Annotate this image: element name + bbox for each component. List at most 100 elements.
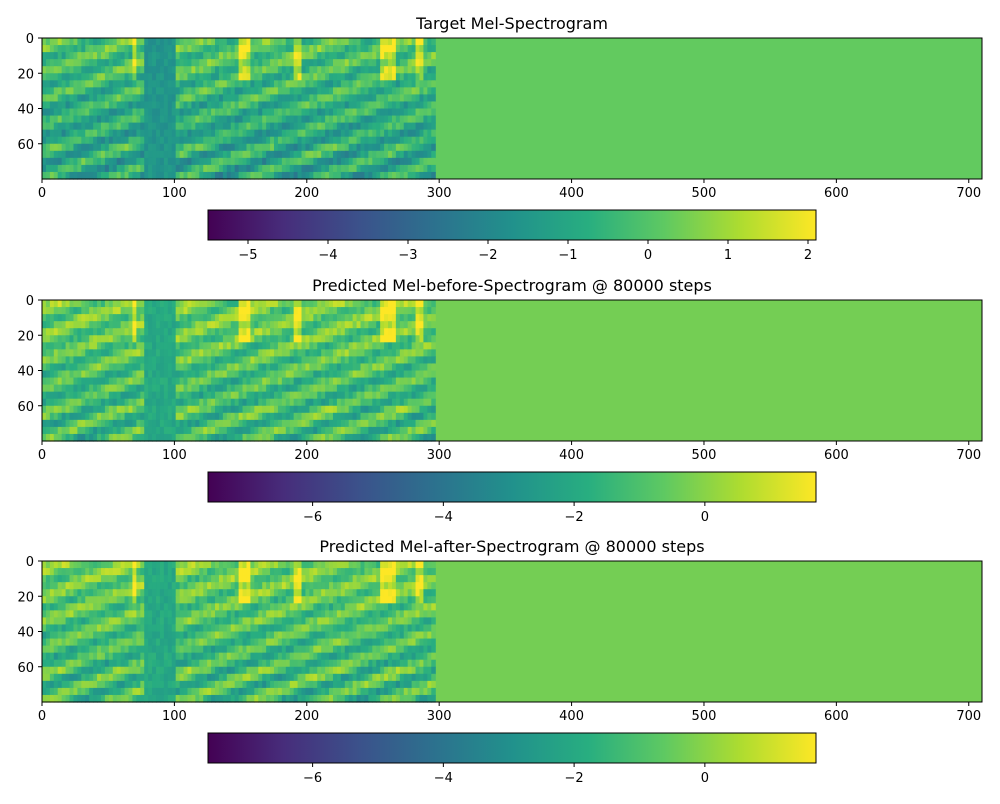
heatmap-cell	[231, 314, 236, 322]
heatmap-cell	[176, 371, 181, 379]
heatmap-cell	[258, 59, 263, 67]
heatmap-cell	[121, 87, 126, 95]
heatmap-cell	[353, 328, 358, 336]
heatmap-cell	[309, 165, 314, 173]
heatmap-cell	[144, 660, 149, 668]
heatmap-cell	[290, 427, 295, 435]
heatmap-cell	[199, 363, 204, 371]
heatmap-cell	[321, 109, 326, 117]
heatmap-cell	[89, 688, 94, 696]
heatmap-cell	[250, 406, 255, 414]
heatmap-cell	[81, 109, 86, 117]
heatmap-cell	[211, 582, 216, 590]
heatmap-cell	[258, 399, 263, 407]
heatmap-cell	[101, 300, 106, 308]
heatmap-cell	[148, 342, 153, 350]
heatmap-cell	[187, 575, 192, 583]
colorbar-gradient	[208, 472, 816, 502]
heatmap-cell	[160, 582, 165, 590]
heatmap-cell	[109, 617, 114, 625]
x-tick-label: 300	[427, 448, 452, 463]
heatmap-cell	[129, 667, 134, 675]
heatmap-cell	[46, 109, 51, 117]
heatmap-cell	[125, 575, 130, 583]
heatmap-cell	[73, 172, 78, 180]
heatmap-cell	[250, 314, 255, 322]
heatmap-cell	[364, 38, 369, 46]
heatmap-cell	[66, 582, 71, 590]
heatmap-cell	[184, 561, 189, 569]
heatmap-cell	[309, 385, 314, 393]
heatmap-cell	[81, 328, 86, 336]
heatmap-cell	[70, 45, 75, 53]
heatmap-cell	[250, 300, 255, 308]
heatmap-cell	[152, 688, 157, 696]
heatmap-cell	[168, 568, 173, 576]
heatmap-cell	[105, 617, 110, 625]
heatmap-cell	[239, 321, 244, 329]
heatmap-cell	[168, 158, 173, 166]
heatmap-cell	[125, 582, 130, 590]
heatmap-cell	[274, 335, 279, 343]
heatmap-cell	[129, 695, 134, 703]
heatmap-cell	[140, 667, 145, 675]
heatmap-cell	[89, 363, 94, 371]
heatmap-cell	[62, 589, 67, 597]
heatmap-cell	[262, 413, 267, 421]
heatmap-cell	[176, 603, 181, 611]
heatmap-cell	[176, 45, 181, 53]
heatmap-cell	[423, 158, 428, 166]
heatmap-cell	[132, 307, 137, 315]
heatmap-cell	[357, 307, 362, 315]
heatmap-cell	[305, 130, 310, 138]
heatmap-cell	[408, 356, 413, 364]
heatmap-cell	[160, 646, 165, 654]
heatmap-cell	[333, 328, 338, 336]
heatmap-cell	[305, 420, 310, 428]
heatmap-cell	[317, 38, 322, 46]
heatmap-cell	[66, 307, 71, 315]
heatmap-cell	[203, 681, 208, 689]
heatmap-cell	[73, 356, 78, 364]
heatmap-cell	[298, 413, 303, 421]
heatmap-cell	[341, 87, 346, 95]
heatmap-cell	[305, 413, 310, 421]
heatmap-cell	[364, 116, 369, 124]
heatmap-cell	[199, 342, 204, 350]
heatmap-cell	[62, 399, 67, 407]
heatmap-cell	[81, 660, 86, 668]
heatmap-cell	[290, 158, 295, 166]
heatmap-cell	[345, 38, 350, 46]
heatmap-cell	[423, 52, 428, 60]
heatmap-cell	[309, 378, 314, 386]
heatmap-cell	[282, 434, 287, 442]
heatmap-cell	[132, 137, 137, 145]
heatmap-cell	[97, 399, 102, 407]
heatmap-cell	[117, 314, 122, 322]
heatmap-cell	[89, 695, 94, 703]
heatmap-cell	[361, 116, 366, 124]
heatmap-cell	[101, 349, 106, 357]
heatmap-cell	[341, 335, 346, 343]
heatmap-cell	[286, 94, 291, 102]
heatmap-cell	[231, 59, 236, 67]
heatmap-cell	[62, 385, 67, 393]
heatmap-cell	[282, 80, 287, 88]
heatmap-cell	[313, 321, 318, 329]
heatmap-cell	[66, 406, 71, 414]
heatmap-cell	[85, 413, 90, 421]
heatmap-cell	[168, 123, 173, 131]
heatmap-cell	[302, 399, 307, 407]
heatmap-cell	[121, 116, 126, 124]
heatmap-cell	[199, 328, 204, 336]
heatmap-cell	[416, 158, 421, 166]
heatmap-cell	[207, 681, 212, 689]
heatmap-cell	[101, 80, 106, 88]
heatmap-cell	[258, 165, 263, 173]
heatmap-cell	[396, 363, 401, 371]
heatmap-cell	[156, 94, 161, 102]
heatmap-cell	[243, 406, 248, 414]
heatmap-cell	[180, 392, 185, 400]
heatmap-cell	[333, 116, 338, 124]
heatmap-cell	[361, 342, 366, 350]
